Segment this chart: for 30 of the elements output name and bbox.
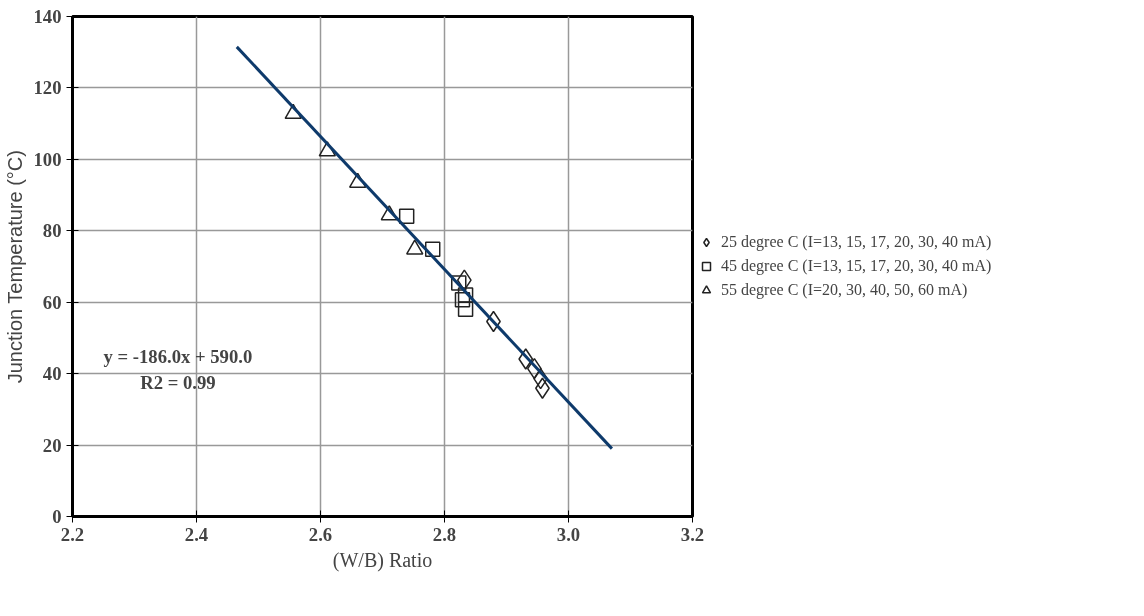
x-tick-label: 2.4 [184, 523, 209, 545]
x-tick-label: 3.0 [556, 523, 581, 545]
y-tick-label: 40 [42, 363, 62, 385]
x-tick-label: 3.2 [680, 523, 705, 545]
y-tick-label: 0 [52, 506, 62, 527]
annotation: R2 = 0.99 [140, 372, 216, 394]
point [398, 208, 415, 224]
point [457, 301, 474, 318]
x-tick-label: 2.2 [60, 523, 85, 545]
y-tick-label: 120 [33, 77, 62, 99]
x-tick-label: 2.8 [432, 523, 457, 545]
y-tick-label: 100 [33, 148, 62, 170]
point [424, 241, 441, 258]
y-tick-label: 80 [42, 220, 62, 242]
legend-label: 25 degree C (I=13, 15, 17, 20, 30, 40 mA) [721, 233, 992, 251]
y-tick-label: 60 [42, 291, 62, 313]
legend-label: 45 degree C (I=13, 15, 17, 20, 30, 40 mA) [721, 257, 992, 275]
x-axis-title: (W/B) Ratio [332, 548, 433, 572]
point [451, 275, 467, 291]
x-tick-label: 2.6 [308, 523, 333, 545]
point [454, 291, 471, 308]
y-tick-label: 20 [42, 434, 62, 456]
point [518, 348, 534, 370]
legend-label: 55 degree C (I=20, 30, 40, 50, 60 mA) [721, 281, 968, 299]
point [405, 239, 424, 255]
y-axis-title: Junction Temperature (°C) [3, 150, 26, 384]
point [457, 287, 474, 303]
point [380, 205, 399, 221]
y-tick-label: 140 [33, 6, 62, 27]
annotation: y = -186.0x + 590.0 [103, 345, 253, 367]
